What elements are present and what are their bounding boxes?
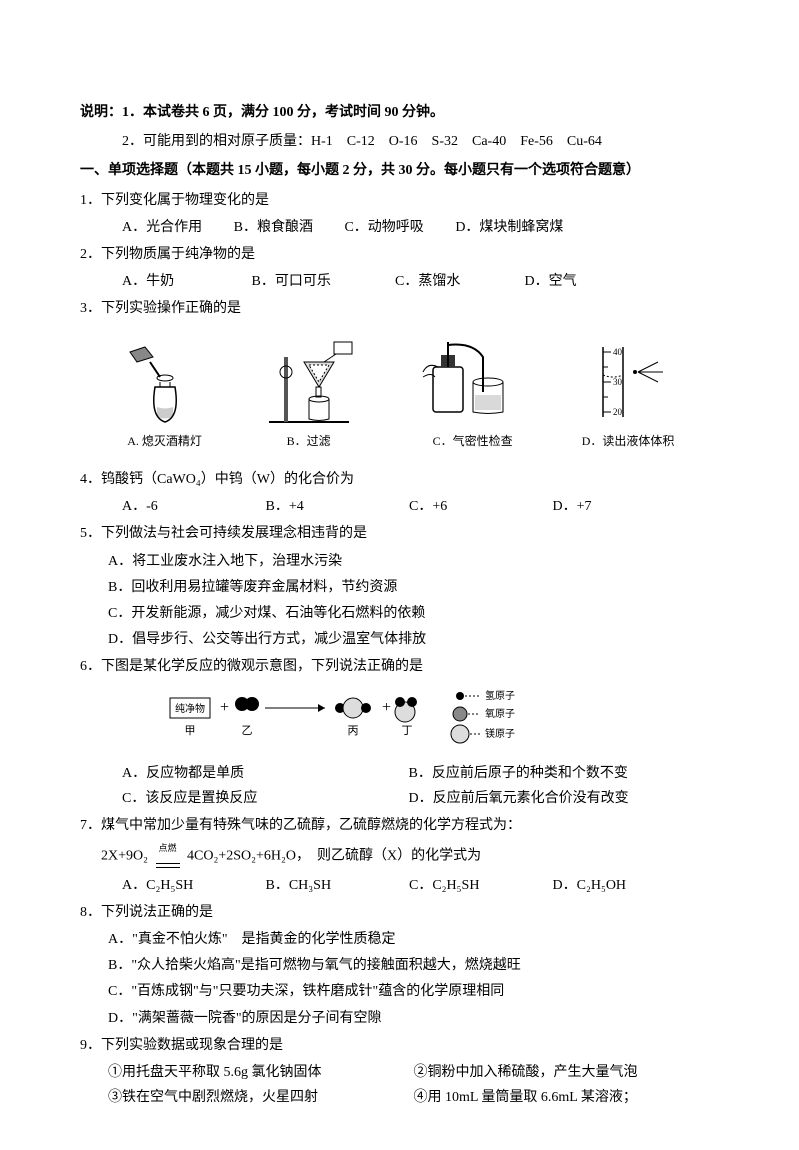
q3-label-a: A. 熄灭酒精灯 [125,431,205,453]
q3-diagram-c: C．气密性检查 [413,337,533,453]
q7-options: A．C₂H₅SH B．CH₃SH C．C₂H₅SH D．C₂H₅OH [80,873,719,898]
svg-text:乙: 乙 [241,724,252,737]
q7-opt-c: C．C₂H₅SH [409,873,521,898]
section-1-header: 一、单项选择题（本题共 15 小题，每小题 2 分，共 30 分。每小题只有一个… [80,158,719,183]
q6-reaction-diagram: 纯净物 甲 + 乙 丙 + 丁 氢原子 氧原子 镁原子 [80,686,719,755]
q7-eq-left: 2X+9O₂ [101,849,148,864]
q3-diagram-b: B．过滤 [254,337,364,453]
instruction-line-2: 2．可能用到的相对原子质量：H-1 C-12 O-16 S-32 Ca-40 F… [80,129,719,154]
filter-icon [254,337,364,427]
q9-i1: ①用托盘天平称取 5.6g 氯化钠固体 [108,1060,414,1085]
q7-opt-b: B．CH₃SH [266,873,378,898]
q1-opt-a: A．光合作用 [122,215,202,240]
svg-text:40: 40 [613,347,623,357]
q7-equation: 2X+9O₂ 点燃 4CO₂+2SO₂+6H₂O， 则乙硫醇（X）的化学式为 [80,840,719,872]
q9-row2: ③铁在空气中剧烈燃烧，火星四射 ④用 10mL 量筒量取 6.6mL 某溶液； [80,1085,719,1110]
svg-text:丁: 丁 [401,725,412,737]
q7-eq-cond: 点燃 [158,843,176,853]
q2-stem: 2．下列物质属于纯净物的是 [80,242,719,267]
q6-opt-b: B．反应前后原子的种类和个数不变 [409,761,696,786]
q6-opt-a: A．反应物都是单质 [122,761,409,786]
q2-opt-c: C．蒸馏水 [395,269,493,294]
q3-label-b: B．过滤 [254,431,364,453]
q4-stem: 4．钨酸钙（CaWO₄）中钨（W）的化合价为 [80,467,719,492]
svg-text:甲: 甲 [184,725,195,737]
q4-opt-c: C．+6 [409,494,521,519]
alcohol-lamp-icon [125,342,205,427]
q7-stem: 7．煤气中常加少量有特殊气味的乙硫醇，乙硫醇燃烧的化学方程式为： [80,813,719,838]
svg-text:+: + [382,699,391,716]
svg-text:丙: 丙 [347,725,358,737]
q7-eq-right: 4CO₂+2SO₂+6H₂O， 则乙硫醇（X）的化学式为 [187,849,481,864]
q4-opt-d: D．+7 [553,494,592,519]
q3-stem: 3．下列实验操作正确的是 [80,296,719,321]
q5-options: A．将工业废水注入地下，治理水污染 B．回收利用易拉罐等废弃金属材料，节约资源 … [80,549,719,653]
q6-opt-c: C．该反应是置换反应 [122,786,409,811]
svg-text:20: 20 [613,407,623,417]
q6-box-label: 纯净物 [175,702,205,715]
q1-opt-c: C．动物呼吸 [344,215,423,240]
q7-opt-a: A．C₂H₅SH [122,873,234,898]
q1-options: A．光合作用 B．粮食酿酒 C．动物呼吸 D．煤块制蜂窝煤 [80,215,719,240]
q8-options: A．"真金不怕火炼" 是指黄金的化学性质稳定 B．"众人拾柴火焰高"是指可燃物与… [80,927,719,1031]
q5-opt-d: D．倡导步行、公交等出行方式，减少温室气体排放 [108,627,719,652]
q3-diagram-a: A. 熄灭酒精灯 [125,342,205,453]
q2-opt-b: B．可口可乐 [252,269,364,294]
q2-opt-a: A．牛奶 [122,269,220,294]
q3-label-d: D．读出液体体积 [582,431,675,453]
q5-opt-a: A．将工业废水注入地下，治理水污染 [108,549,719,574]
q5-opt-b: B．回收利用易拉罐等废弃金属材料，节约资源 [108,575,719,600]
q5-opt-c: C．开发新能源，减少对煤、石油等化石燃料的依赖 [108,601,719,626]
q2-options: A．牛奶 B．可口可乐 C．蒸馏水 D．空气 [80,269,719,294]
q8-opt-b: B．"众人拾柴火焰高"是指可燃物与氧气的接触面积越大，燃烧越旺 [108,953,719,978]
q9-row1: ①用托盘天平称取 5.6g 氯化钠固体 ②铜粉中加入稀硫酸，产生大量气泡 [80,1060,719,1085]
q4-opt-a: A．-6 [122,494,234,519]
airtight-check-icon [413,337,533,427]
svg-text:+: + [220,699,229,716]
q3-label-c: C．气密性检查 [413,431,533,453]
read-volume-icon: 40 30 20 [583,337,673,427]
q6-stem: 6．下图是某化学反应的微观示意图，下列说法正确的是 [80,654,719,679]
svg-text:氢原子: 氢原子 [485,689,515,702]
q6-options: A．反应物都是单质 B．反应前后原子的种类和个数不变 C．该反应是置换反应 D．… [80,761,719,811]
q8-opt-a: A．"真金不怕火炼" 是指黄金的化学性质稳定 [108,927,719,952]
svg-text:氧原子: 氧原子 [485,707,515,720]
q4-options: A．-6 B．+4 C．+6 D．+7 [80,494,719,519]
q4-opt-b: B．+4 [266,494,378,519]
q3-diagrams: A. 熄灭酒精灯 B．过滤 C．气密性检查 [80,337,719,453]
q9-i4: ④用 10mL 量筒量取 6.6mL 某溶液； [414,1085,720,1110]
q9-stem: 9．下列实验数据或现象合理的是 [80,1033,719,1058]
q8-opt-d: D．"满架蔷薇一院香"的原因是分子间有空隙 [108,1006,719,1031]
q9-i2: ②铜粉中加入稀硫酸，产生大量气泡 [414,1060,720,1085]
q6-opt-d: D．反应前后氧元素化合价没有改变 [409,786,696,811]
q1-opt-b: B．粮食酿酒 [234,215,313,240]
instruction-line-1: 说明：1．本试卷共 6 页，满分 100 分，考试时间 90 分钟。 [80,100,719,125]
q1-opt-d: D．煤块制蜂窝煤 [455,215,563,240]
q3-diagram-d: 40 30 20 D．读出液体体积 [582,337,675,453]
q2-opt-d: D．空气 [525,269,577,294]
svg-text:镁原子: 镁原子 [485,727,515,740]
svg-text:30: 30 [613,377,623,387]
q1-stem: 1．下列变化属于物理变化的是 [80,188,719,213]
q8-opt-c: C．"百炼成钢"与"只要功夫深，铁杵磨成针"蕴含的化学原理相同 [108,979,719,1004]
q8-stem: 8．下列说法正确的是 [80,900,719,925]
q9-i3: ③铁在空气中剧烈燃烧，火星四射 [108,1085,414,1110]
q7-opt-d: D．C₂H₅OH [553,873,627,898]
q5-stem: 5．下列做法与社会可持续发展理念相违背的是 [80,521,719,546]
